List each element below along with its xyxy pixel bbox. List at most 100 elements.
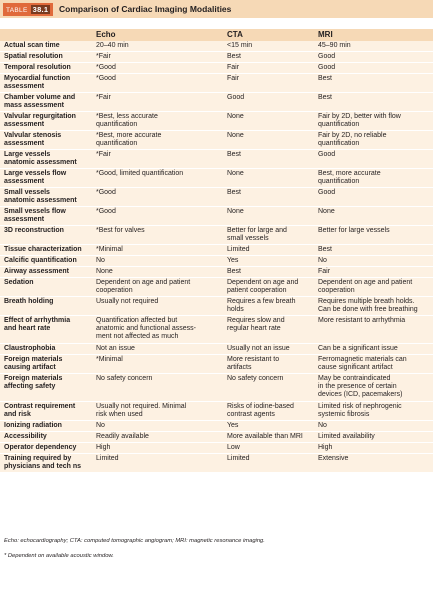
cta-cell: Yes (227, 257, 239, 264)
row-label: Calcific quantification (4, 257, 77, 264)
table-row: Actual scan time 20–40 min <15 min 45–90 mi… (0, 41, 433, 52)
echo-cell: Readily available (96, 433, 149, 440)
row-label: Tissue characterization (4, 246, 82, 253)
row-label: Foreign materials affecting safety (4, 375, 63, 391)
mri-cell: Good (318, 64, 336, 71)
table-title: Comparison of Cardiac Imaging Modalities (59, 4, 232, 14)
cta-cell: Best (227, 189, 242, 196)
table-row: Chamber volume and mass assessment *Fair G… (0, 93, 433, 112)
table-body: Actual scan time 20–40 min <15 min 45–90 mi… (0, 41, 433, 473)
cta-cell: No safety concern (227, 375, 284, 382)
table-row: Small vessels flow assessment *Good None No… (0, 207, 433, 226)
mri-cell: No (318, 257, 327, 264)
table-row: Large vessels anatomic assessment *Fair Be… (0, 150, 433, 169)
mri-cell: Best (318, 75, 333, 82)
column-header-row: Echo CTA MRI (0, 29, 433, 41)
table-row: Valvular stenosis assessment *Best, more … (0, 131, 433, 150)
mri-cell: No (318, 422, 327, 429)
row-label: Operator dependency (4, 444, 77, 451)
row-label: Accessibility (4, 433, 47, 440)
table-row: Temporal resolution *Good Fair Good (0, 63, 433, 74)
echo-cell: *Good (96, 64, 116, 71)
cta-cell: Limited (227, 246, 250, 253)
cta-cell: Requires slow and regular heart rate (227, 317, 285, 333)
mri-cell: High (318, 444, 333, 451)
echo-cell: *Minimal (96, 356, 123, 363)
table-tag: TABLE 38.1 (3, 3, 54, 16)
cta-cell: Best (227, 268, 242, 275)
mri-cell: Dependent on age and patient cooperation (318, 279, 413, 295)
table-row: Small vessels anatomic assessment *Good Be… (0, 188, 433, 207)
row-label: Chamber volume and mass assessment (4, 94, 76, 110)
table-row: Claustrophobia Not an issue Usually not an… (0, 344, 433, 355)
table-row: Airway assessment None Best Fair (0, 267, 433, 278)
echo-cell: No safety concern (96, 375, 153, 382)
mri-cell: Good (318, 53, 336, 60)
mri-cell: Good (318, 151, 336, 158)
footnote-acoustic-window: * Dependent on available acoustic window… (4, 553, 114, 559)
row-label: Valvular regurgitation assessment (4, 113, 76, 129)
cta-cell: Dependent on age and patient cooperation (227, 279, 299, 295)
row-label: Ionizing radiation (4, 422, 62, 429)
cta-cell: None (227, 208, 244, 215)
cta-cell: Yes (227, 422, 239, 429)
echo-cell: *Fair (96, 151, 111, 158)
row-label: Myocardial function assessment (4, 75, 71, 91)
table-row: Training required by physicians and tech… (0, 454, 433, 473)
row-label: Training required by physicians and tech… (4, 455, 82, 471)
mri-cell: Better for large vessels (318, 227, 390, 234)
echo-cell: 20–40 min (96, 42, 129, 49)
table-row: Ionizing radiation No Yes No (0, 421, 433, 432)
row-label: Actual scan time (4, 42, 60, 49)
mri-cell: Fair by 2D, no reliable quantification (318, 132, 387, 148)
table-row: 3D reconstruction *Best for valves Better … (0, 226, 433, 245)
cta-cell: Requires a few breath holds (227, 298, 296, 314)
mri-cell: May be contraindicated in the presence o… (318, 375, 403, 399)
footnote-abbreviations: Echo: echocardiography; CTA: computed to… (4, 538, 265, 544)
column-header-cta: CTA (227, 30, 243, 39)
cta-cell: <15 min (227, 42, 253, 49)
mri-cell: Good (318, 189, 336, 196)
mri-cell: Can be a significant issue (318, 345, 398, 352)
echo-cell: Limited (96, 455, 119, 462)
mri-cell: Extensive (318, 455, 349, 462)
echo-cell: *Fair (96, 53, 111, 60)
mri-cell: Limited risk of nephrogenic systemic fib… (318, 403, 402, 419)
echo-cell: Dependent on age and patient cooperation (96, 279, 191, 295)
echo-cell: No (96, 422, 105, 429)
table-row: Sedation Dependent on age and patient coo… (0, 278, 433, 297)
table-row: Myocardial function assessment *Good Fair B… (0, 74, 433, 93)
cta-cell: Good (227, 94, 245, 101)
echo-cell: *Good, limited quantification (96, 170, 184, 177)
row-label: Spatial resolution (4, 53, 63, 60)
row-label: Breath holding (4, 298, 54, 305)
echo-cell: *Good (96, 208, 116, 215)
echo-cell: *Fair (96, 94, 111, 101)
echo-cell: Not an issue (96, 345, 135, 352)
mri-cell: None (318, 208, 335, 215)
cta-cell: More available than MRI (227, 433, 303, 440)
row-label: Contrast requirement and risk (4, 403, 76, 419)
column-header-mri: MRI (318, 30, 333, 39)
echo-cell: None (96, 268, 113, 275)
table-row: Spatial resolution *Fair Best Good (0, 52, 433, 63)
row-label: Effect of arrhythmia and heart rate (4, 317, 71, 333)
cta-cell: Fair (227, 64, 240, 71)
table-row: Calcific quantification No Yes No (0, 256, 433, 267)
column-header-echo: Echo (96, 30, 116, 39)
table-row: Breath holding Usually not required Requir… (0, 297, 433, 316)
mri-cell: Ferromagnetic materials can cause signif… (318, 356, 407, 372)
echo-cell: *Good (96, 75, 116, 82)
table-title-bar: TABLE 38.1 Comparison of Cardiac Imaging … (0, 0, 433, 18)
cta-cell: None (227, 113, 244, 120)
row-label: Temporal resolution (4, 64, 71, 71)
table-row: Tissue characterization *Minimal Limited Be… (0, 245, 433, 256)
row-label: Small vessels flow assessment (4, 208, 66, 224)
row-label: Foreign materials causing artifact (4, 356, 63, 372)
table-row: Effect of arrhythmia and heart rate Quant… (0, 316, 433, 344)
row-label: Small vessels anatomic assessment (4, 189, 77, 205)
cta-cell: Usually not an issue (227, 345, 290, 352)
echo-cell: *Best, less accurate quantification (96, 113, 158, 129)
row-label: Claustrophobia (4, 345, 56, 352)
